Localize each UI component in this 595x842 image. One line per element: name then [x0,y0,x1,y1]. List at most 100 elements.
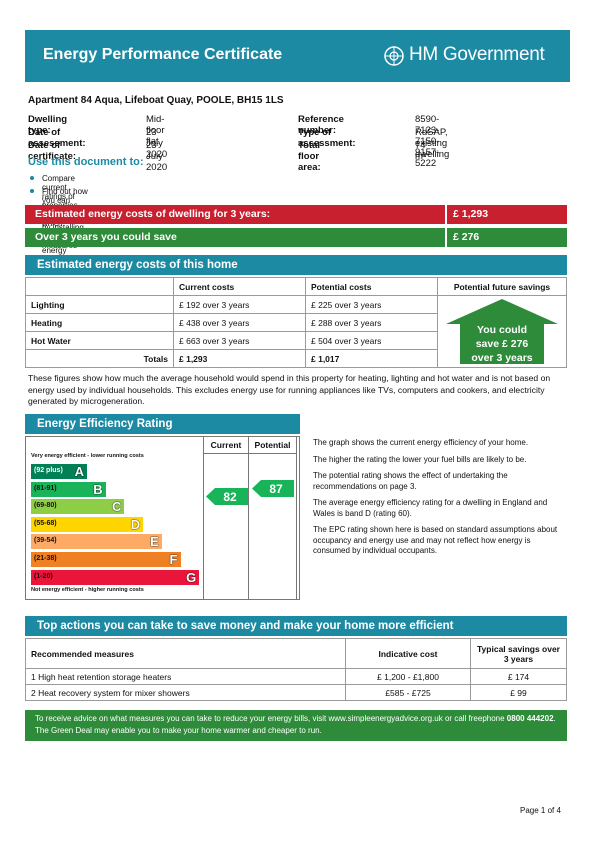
rating-band: (39-54) E [31,534,162,550]
advice-box: To receive advice on what measures you c… [25,710,567,741]
advice-text: . The Green Deal may enable you to make … [35,714,556,735]
band-range: (21-38) [34,555,57,562]
rating-arrow: 82 [206,488,248,505]
cost-cell: £ 663 over 3 years [173,331,306,350]
savings-text: over 3 years [471,352,532,364]
detail-value: 23 July 2020 [146,127,168,160]
use-heading: Use this document to: [28,156,144,168]
band-letter: C [112,499,122,515]
column-header: Potential future savings [437,277,567,296]
column-line [203,437,204,599]
detail-label: Type of assessment: [298,127,356,149]
advice-text: To receive advice on what measures you c… [35,714,507,723]
savings-arrow-graphic: You could save £ 276 over 3 years [446,299,558,364]
savings-cell: You could save £ 276 over 3 years [437,295,567,368]
header-bar: Energy Performance Certificate HM Govern… [25,30,570,82]
actions-heading: Top actions you can take to save money a… [25,616,567,636]
measure-name: 2 Heat recovery system for mixer showers [25,684,346,701]
rating-column-header: Current [210,440,242,450]
summary-bar: Over 3 years you could save £ 276 [25,228,567,247]
cost-cell: £ 438 over 3 years [173,313,306,332]
action-cell: £ 174 [470,668,567,685]
band-range: (55-68) [34,519,57,527]
rating-paragraph: The average energy efficiency rating for… [313,498,548,518]
summary-label: Over 3 years you could save [35,231,177,243]
band-letter: F [169,552,178,567]
logo-text: HM Government [409,44,545,65]
row-label: Heating [25,313,174,332]
header-line [203,453,297,454]
summary-value: £ 1,293 [453,208,489,220]
bullet [30,176,34,180]
rating-paragraph: The higher the rating the lower your fue… [313,454,527,464]
band-letter: B [93,481,103,497]
cost-cell: £ 1,017 [305,349,438,368]
cost-cell: £ 1,293 [173,349,306,368]
detail-value: 23 July 2020 [146,140,168,173]
cost-cell: £ 225 over 3 years [305,295,438,314]
savings-arrow [446,299,558,364]
rating-band: (1-20) G [31,569,200,585]
action-cell: £ 99 [470,684,567,701]
detail-label: Total floor area: [298,140,321,173]
column-line [296,437,297,599]
band-letter: E [150,534,159,550]
band-range: (81-91) [34,484,57,492]
band-range: (39-54) [34,537,57,545]
advice-phone: 0800 444202 [506,714,554,723]
detail-value: 8590-7123-7150-9157-5222 [415,114,440,169]
costs-note: These figures show how much the average … [28,373,551,406]
cost-cell: £ 192 over 3 years [173,295,306,314]
band-letter: A [74,464,84,479]
efficiency-heading: Energy Efficiency Rating [25,414,300,434]
rating-band: (92 plus) A [31,464,87,479]
row-label: Totals [25,349,174,368]
column-header: Recommended measures [25,638,346,669]
rating-band: (81-91) B [31,481,106,497]
band-range: (92 plus) [34,467,63,474]
rating-value: 87 [269,482,283,496]
column-line [248,437,249,599]
savings-text: save £ 276 [476,338,529,350]
bullet [30,188,34,193]
detail-value: 74 m² [415,140,427,162]
summary-label: Estimated energy costs of dwelling for 3… [35,208,271,220]
detail-label: Dwelling type: [28,114,68,136]
savings-text: You could [477,324,527,336]
band-letter: D [130,516,141,532]
rating-arrow-shape [206,488,248,505]
row-label: Lighting [25,295,174,314]
scale-top-label: Very energy efficient - lower running co… [31,453,144,459]
address: Apartment 84 Aqua, Lifeboat Quay, POOLE,… [28,95,284,106]
detail-label: Date of certificate: [28,140,77,162]
rating-chart: Current Potential Very energy efficient - … [25,436,300,600]
row-label: Hot Water [25,331,174,350]
rating-paragraph: The graph shows the current energy effic… [313,438,529,447]
page-number: Page 1 of 4 [520,806,561,815]
costs-heading: Estimated energy costs of this home [25,255,567,275]
rating-band: (69-80) C [31,499,125,515]
title: Energy Performance Certificate [43,46,283,63]
rating-band: (55-68) D [31,516,144,532]
rating-paragraph: The potential rating shows the effect of… [313,471,508,491]
action-cell: £585 - £725 [345,684,471,701]
header-cell [25,277,174,296]
action-cell: £ 1,200 - £1,800 [345,668,471,685]
column-header: Indicative cost [345,638,471,669]
rating-column-header: Potential [254,440,291,450]
detail-value: RdSAP, existing dwelling [415,127,450,160]
column-header: Potential costs [305,277,438,296]
summary-value: £ 276 [453,231,480,243]
detail-label: Date of assessment: [28,127,86,149]
rating-arrow: 87 [252,480,294,497]
band-range: (1-20) [34,572,53,580]
rating-band: (21-38) F [31,552,181,567]
summary-bar: Estimated energy costs of dwelling for 3… [25,205,567,224]
summary-divider [445,228,447,247]
crest-icon [384,46,404,66]
rating-value: 82 [223,490,237,504]
scale-bottom-label: Not energy efficient - higher running co… [31,587,144,593]
cost-cell: £ 504 over 3 years [305,331,438,350]
column-header: Current costs [173,277,306,296]
